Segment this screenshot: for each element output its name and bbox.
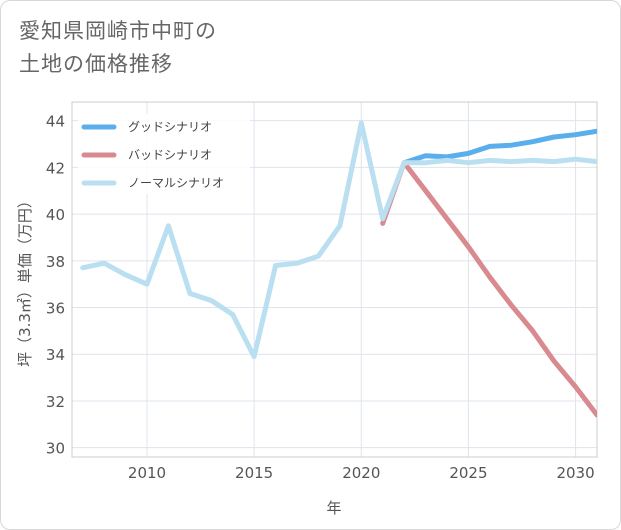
series-layer [80,120,597,418]
series-line-bad-scenario [380,160,597,418]
y-tick-label: 42 [46,159,65,177]
series-line-normal-scenario [80,120,597,360]
x-axis-label: 年 [326,499,341,517]
legend-label-normal-scenario: ノーマルシナリオ [128,176,224,190]
x-tick-label: 2020 [342,464,380,482]
chart-title-line-1: 愛知県岡崎市中町の [19,19,217,43]
y-tick-label: 30 [46,440,65,458]
plot-area-border [71,101,598,458]
y-tick-label: 38 [46,253,65,271]
tick-layer: 30 32 34 36 38 40 42 44 2010 2015 2020 2025 2030 [46,113,595,482]
x-tick-label: 2010 [128,464,166,482]
legend-label-bad-scenario: バッドシナリオ [128,148,212,162]
y-tick-label: 32 [46,393,65,411]
x-tick-label: 2025 [449,464,487,482]
y-tick-label: 44 [46,113,65,131]
x-tick-label: 2015 [235,464,273,482]
x-tick-label: 2030 [556,464,594,482]
legend-label-good-scenario: グッドシナリオ [128,120,212,134]
chart-title-line-2: 土地の価格推移 [19,52,173,76]
y-axis-label: 坪（3.3㎡）単価（万円） [16,193,34,367]
series-line-good-scenario [401,128,597,166]
y-tick-label: 36 [46,300,65,318]
y-tick-label: 34 [46,346,65,364]
y-tick-label: 40 [46,206,65,224]
chart-title: 愛知県岡崎市中町の 土地の価格推移 [19,15,319,81]
